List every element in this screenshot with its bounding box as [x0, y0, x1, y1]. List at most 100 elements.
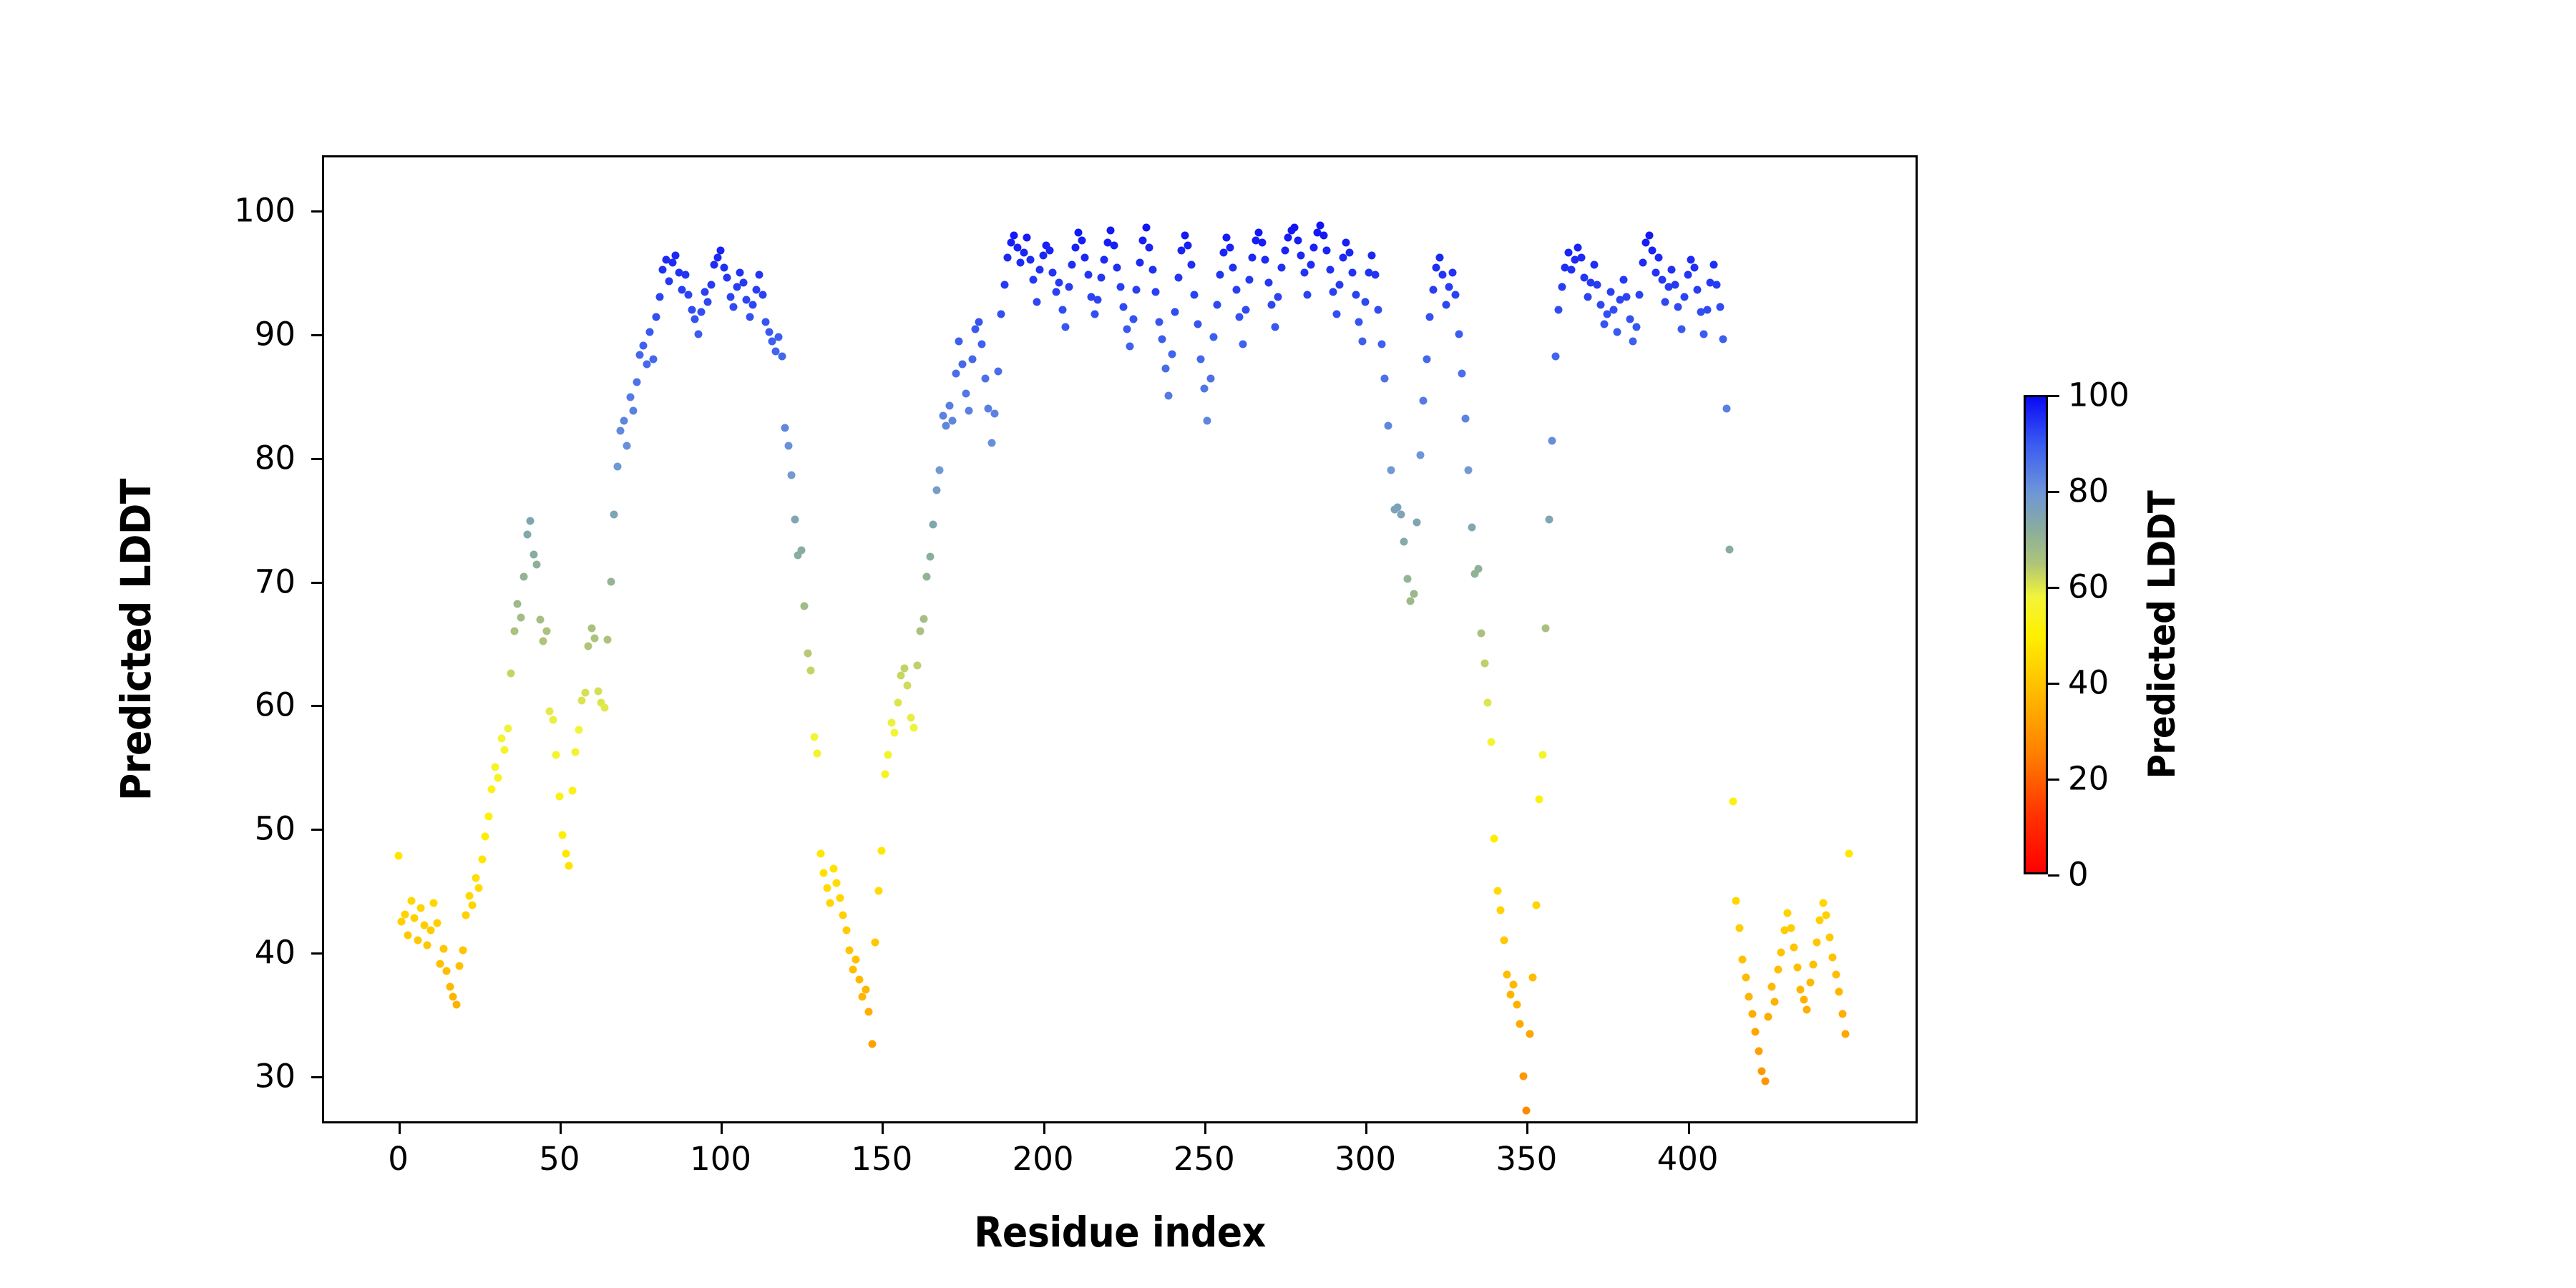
- scatter-point: [1365, 268, 1373, 277]
- scatter-point: [1535, 795, 1543, 804]
- scatter-point: [1035, 265, 1044, 274]
- scatter-point: [394, 852, 403, 860]
- scatter-point: [1239, 340, 1247, 348]
- scatter-point: [616, 426, 625, 435]
- scatter-point: [1783, 909, 1792, 917]
- scatter-point: [758, 291, 767, 299]
- scatter-point: [1106, 226, 1115, 235]
- colorbar-tick-mark: [2048, 874, 2059, 877]
- scatter-point: [555, 792, 564, 801]
- scatter-point: [1580, 273, 1589, 282]
- scatter-point: [562, 849, 570, 858]
- scatter-point: [610, 510, 618, 519]
- scatter-point: [1277, 263, 1286, 272]
- scatter-point: [1561, 263, 1569, 272]
- scatter-point: [1103, 238, 1112, 247]
- scatter-point: [1487, 738, 1496, 746]
- scatter-point: [1545, 515, 1553, 524]
- scatter-point: [662, 255, 670, 264]
- plot-axes: 30 40 50 60 70 80 90 100 0 50 100 150 200 250 300 350 4…: [234, 155, 1918, 1178]
- scatter-point: [1603, 310, 1611, 318]
- scatter-point: [623, 441, 631, 450]
- scatter-point: [1206, 374, 1215, 383]
- scatter-point: [868, 1040, 877, 1048]
- scatter-point: [652, 313, 660, 321]
- scatter-point: [513, 600, 522, 608]
- scatter-point: [542, 627, 551, 635]
- scatter-point: [1493, 887, 1502, 895]
- scatter-point: [781, 424, 789, 432]
- scatter-point: [1374, 306, 1382, 314]
- scatter-point: [571, 748, 580, 756]
- x-tick-label: 200: [1012, 1140, 1074, 1178]
- colorbar-tick-label: 60: [2068, 567, 2109, 606]
- scatter-point: [1100, 255, 1108, 264]
- scatter-point: [1413, 518, 1421, 527]
- scatter-point: [1802, 1005, 1811, 1014]
- scatter-point: [1764, 1013, 1772, 1021]
- scatter-point: [1532, 901, 1541, 909]
- scatter-point: [1003, 253, 1012, 262]
- scatter-point: [871, 938, 879, 947]
- scatter-point: [1709, 260, 1718, 269]
- scatter-point: [977, 340, 986, 348]
- scatter-point: [1596, 301, 1605, 309]
- scatter-plot-area[interactable]: [324, 157, 1916, 1121]
- scatter-point: [1319, 231, 1328, 240]
- scatter-point: [1435, 253, 1444, 262]
- scatter-point: [1506, 990, 1515, 999]
- scatter-point: [484, 812, 493, 821]
- scatter-point: [1548, 436, 1556, 445]
- scatter-point: [519, 572, 528, 581]
- scatter-point: [465, 892, 474, 900]
- scatter-point: [397, 917, 406, 926]
- scatter-point: [1326, 265, 1335, 274]
- scatter-point: [575, 726, 583, 734]
- scatter-point: [939, 411, 947, 420]
- scatter-point: [478, 855, 487, 864]
- scatter-point: [916, 627, 924, 635]
- scatter-point: [1609, 306, 1618, 314]
- scatter-point: [784, 441, 793, 450]
- scatter-point: [1796, 985, 1805, 994]
- scatter-point: [1055, 278, 1063, 287]
- scatter-point: [1828, 953, 1837, 962]
- scatter-point: [1026, 255, 1035, 264]
- y-tick-mark: [311, 457, 324, 460]
- scatter-point: [935, 466, 944, 474]
- scatter-point: [452, 1000, 461, 1009]
- scatter-point: [1513, 1000, 1521, 1009]
- scatter-point: [1058, 306, 1067, 314]
- scatter-point: [645, 328, 654, 336]
- scatter-point: [1551, 352, 1560, 361]
- scatter-point: [810, 733, 819, 741]
- y-tick-mark: [311, 705, 324, 708]
- scatter-point: [932, 486, 941, 494]
- scatter-point: [997, 310, 1005, 318]
- scatter-point: [552, 751, 560, 759]
- colorbar-tick-mark: [2048, 491, 2059, 493]
- scatter-point: [1699, 330, 1708, 338]
- scatter-point: [1815, 916, 1824, 924]
- scatter-point: [1654, 253, 1663, 262]
- scatter-point: [1593, 280, 1601, 289]
- scatter-point: [1635, 291, 1644, 299]
- colorbar-tick-mark: [2048, 587, 2059, 589]
- scatter-point: [607, 577, 615, 586]
- scatter-point: [1806, 978, 1815, 987]
- scatter-point: [874, 887, 883, 895]
- scatter-point: [1554, 306, 1563, 314]
- scatter-point: [952, 369, 960, 378]
- scatter-point: [526, 517, 535, 525]
- scatter-point: [523, 530, 532, 539]
- scatter-point: [1470, 570, 1479, 578]
- scatter-point: [536, 615, 545, 624]
- scatter-point: [1181, 231, 1189, 240]
- scatter-point: [1712, 280, 1721, 289]
- scatter-point: [1574, 243, 1582, 252]
- scatter-point: [1258, 238, 1267, 247]
- scatter-point: [894, 698, 902, 707]
- scatter-point: [694, 330, 703, 338]
- scatter-point: [765, 328, 774, 336]
- scatter-point: [462, 911, 470, 919]
